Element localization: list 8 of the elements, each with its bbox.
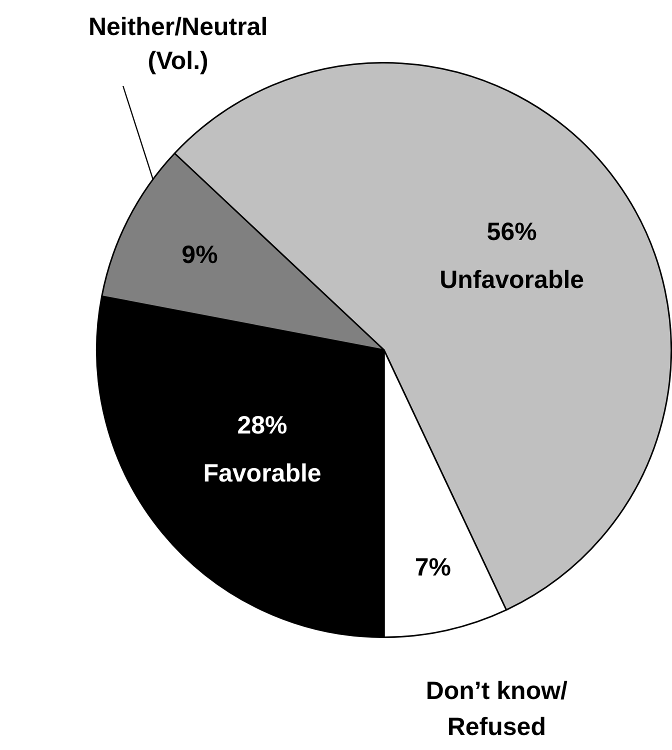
data-label: 7% — [414, 554, 451, 582]
data-label: 9% — [182, 240, 218, 269]
slice-label: Don’t know/ Refused — [426, 677, 568, 742]
slice-label: Favorable — [203, 460, 322, 488]
slice-label: Unfavorable — [440, 266, 584, 294]
slice-label: Neither/Neutral (Vol.) — [88, 12, 268, 75]
data-label: 28% — [237, 412, 288, 440]
data-label: 56% — [486, 218, 537, 246]
